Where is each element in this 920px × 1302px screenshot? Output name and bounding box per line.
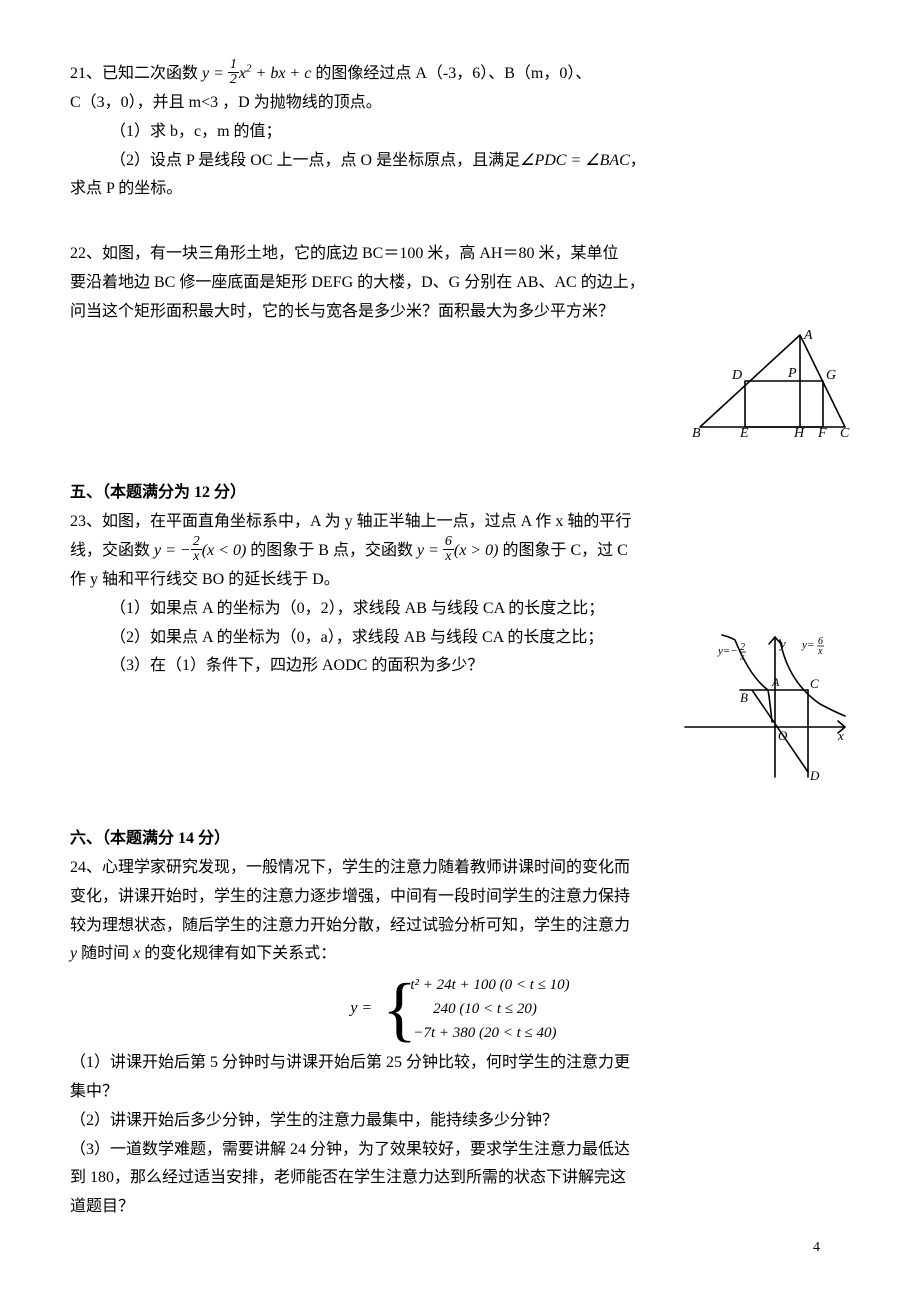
svg-text:A: A — [771, 675, 780, 689]
page-number: 4 — [813, 1235, 820, 1260]
svg-text:A: A — [803, 328, 813, 343]
piecewise-brace: { −t² + 24t + 100 (0 < t ≤ 10) 240 (10 <… — [382, 973, 569, 1045]
svg-text:x: x — [739, 652, 745, 663]
frac-half: 12 — [228, 58, 239, 87]
svg-text:E: E — [739, 426, 749, 437]
q24-sub3b: 到 180，那么经过适当安排，老师能否在学生注意力达到所需的状态下讲解完这 — [70, 1164, 850, 1193]
section6-header: 六、（本题满分 14 分） — [70, 825, 850, 854]
svg-text:y: y — [778, 636, 786, 651]
svg-text:C: C — [840, 426, 850, 437]
q21-eq: y = 12x2 + bx + c — [202, 65, 315, 82]
q24-line3: 较为理想状态，随后学生的注意力开始分散，经过试验分析可知，学生的注意力 — [70, 912, 850, 941]
q21-line2: C（3，0），并且 m<3 ，D 为抛物线的顶点。 — [70, 89, 850, 118]
q24-sub3c: 道题目？ — [70, 1193, 850, 1222]
q24-line1: 24、心理学家研究发现，一般情况下，学生的注意力随着教师讲课时间的变化而 — [70, 854, 850, 883]
svg-text:B: B — [692, 426, 701, 437]
q24-sub1b: 集中？ — [70, 1078, 850, 1107]
svg-text:C: C — [810, 676, 819, 691]
svg-text:D: D — [731, 368, 742, 383]
hyperbola-diagram: y x O A B C D y=− 2 x y= 6 x — [680, 632, 850, 782]
svg-text:G: G — [826, 368, 836, 383]
svg-text:P: P — [787, 366, 797, 381]
q23-eq2: y = 6x(x > 0) — [417, 542, 502, 559]
svg-text:x: x — [817, 646, 823, 657]
svg-text:B: B — [740, 690, 748, 705]
q21-line1: 21、已知二次函数 y = 12x2 + bx + c 的图像经过点 A（-3，… — [70, 60, 850, 89]
q24-sub1a: （1）讲课开始后第 5 分钟时与讲课开始后第 25 分钟比较，何时学生的注意力更 — [70, 1049, 850, 1078]
q24-sub2: （2）讲课开始后多少分钟，学生的注意力最集中，能持续多少分钟？ — [70, 1107, 850, 1136]
triangle-rect-diagram: A B C D G E F H P — [690, 327, 850, 437]
q22-figure: A B C D G E F H P — [690, 327, 850, 448]
svg-text:O: O — [778, 728, 788, 743]
q24-line2: 变化，讲课开始时，学生的注意力逐步增强，中间有一段时间学生的注意力保持 — [70, 883, 850, 912]
q21-sub2c: 求点 P 的坐标。 — [70, 175, 850, 204]
q21-sub2: （2）设点 P 是线段 OC 上一点，点 O 是坐标原点，且满足∠PDC = ∠… — [70, 147, 850, 176]
svg-text:F: F — [817, 426, 827, 437]
svg-text:D: D — [809, 768, 820, 782]
q23-line2: 线，交函数 y = −2x(x < 0) 的图象于 B 点，交函数 y = 6x… — [70, 537, 850, 566]
section5-header: 五、（本题满分为 12 分） — [70, 479, 850, 508]
q23-sub1: （1）如果点 A 的坐标为（0，2），求线段 AB 与线段 CA 的长度之比； — [70, 595, 850, 624]
q22-line3: 问当这个矩形面积最大时，它的长与宽各是多少米？面积最大为多少平方米？ — [70, 298, 850, 327]
svg-text:y=−: y=− — [717, 645, 738, 657]
q24-line4: y 随时间 x 的变化规律有如下关系式： — [70, 940, 850, 969]
svg-text:x: x — [837, 728, 844, 743]
q24-piecewise: y = { −t² + 24t + 100 (0 < t ≤ 10) 240 (… — [70, 973, 850, 1045]
q23-figure: y x O A B C D y=− 2 x y= 6 x — [680, 632, 850, 793]
svg-text:y=: y= — [801, 639, 814, 651]
q22-line2: 要沿着地边 BC 修一座底面是矩形 DEFG 的大楼，D、G 分别在 AB、AC… — [70, 269, 850, 298]
svg-text:H: H — [793, 426, 805, 437]
q21-prefix: 21、已知二次函数 — [70, 65, 202, 82]
q23-line3: 作 y 轴和平行线交 BO 的延长线于 D。 — [70, 566, 850, 595]
q23-line1: 23、如图，在平面直角坐标系中，A 为 y 轴正半轴上一点，过点 A 作 x 轴… — [70, 508, 850, 537]
q21-after: 的图像经过点 A（-3，6）、B（m，0）、 — [315, 65, 591, 82]
q23-eq1: y = −2x(x < 0) — [154, 542, 250, 559]
q24-sub3a: （3）一道数学难题，需要讲解 24 分钟，为了效果较好，要求学生注意力最低达 — [70, 1136, 850, 1165]
q21-sub1: （1）求 b，c，m 的值； — [70, 118, 850, 147]
q22-line1: 22、如图，有一块三角形土地，它的底边 BC＝100 米，高 AH＝80 米，某… — [70, 240, 850, 269]
